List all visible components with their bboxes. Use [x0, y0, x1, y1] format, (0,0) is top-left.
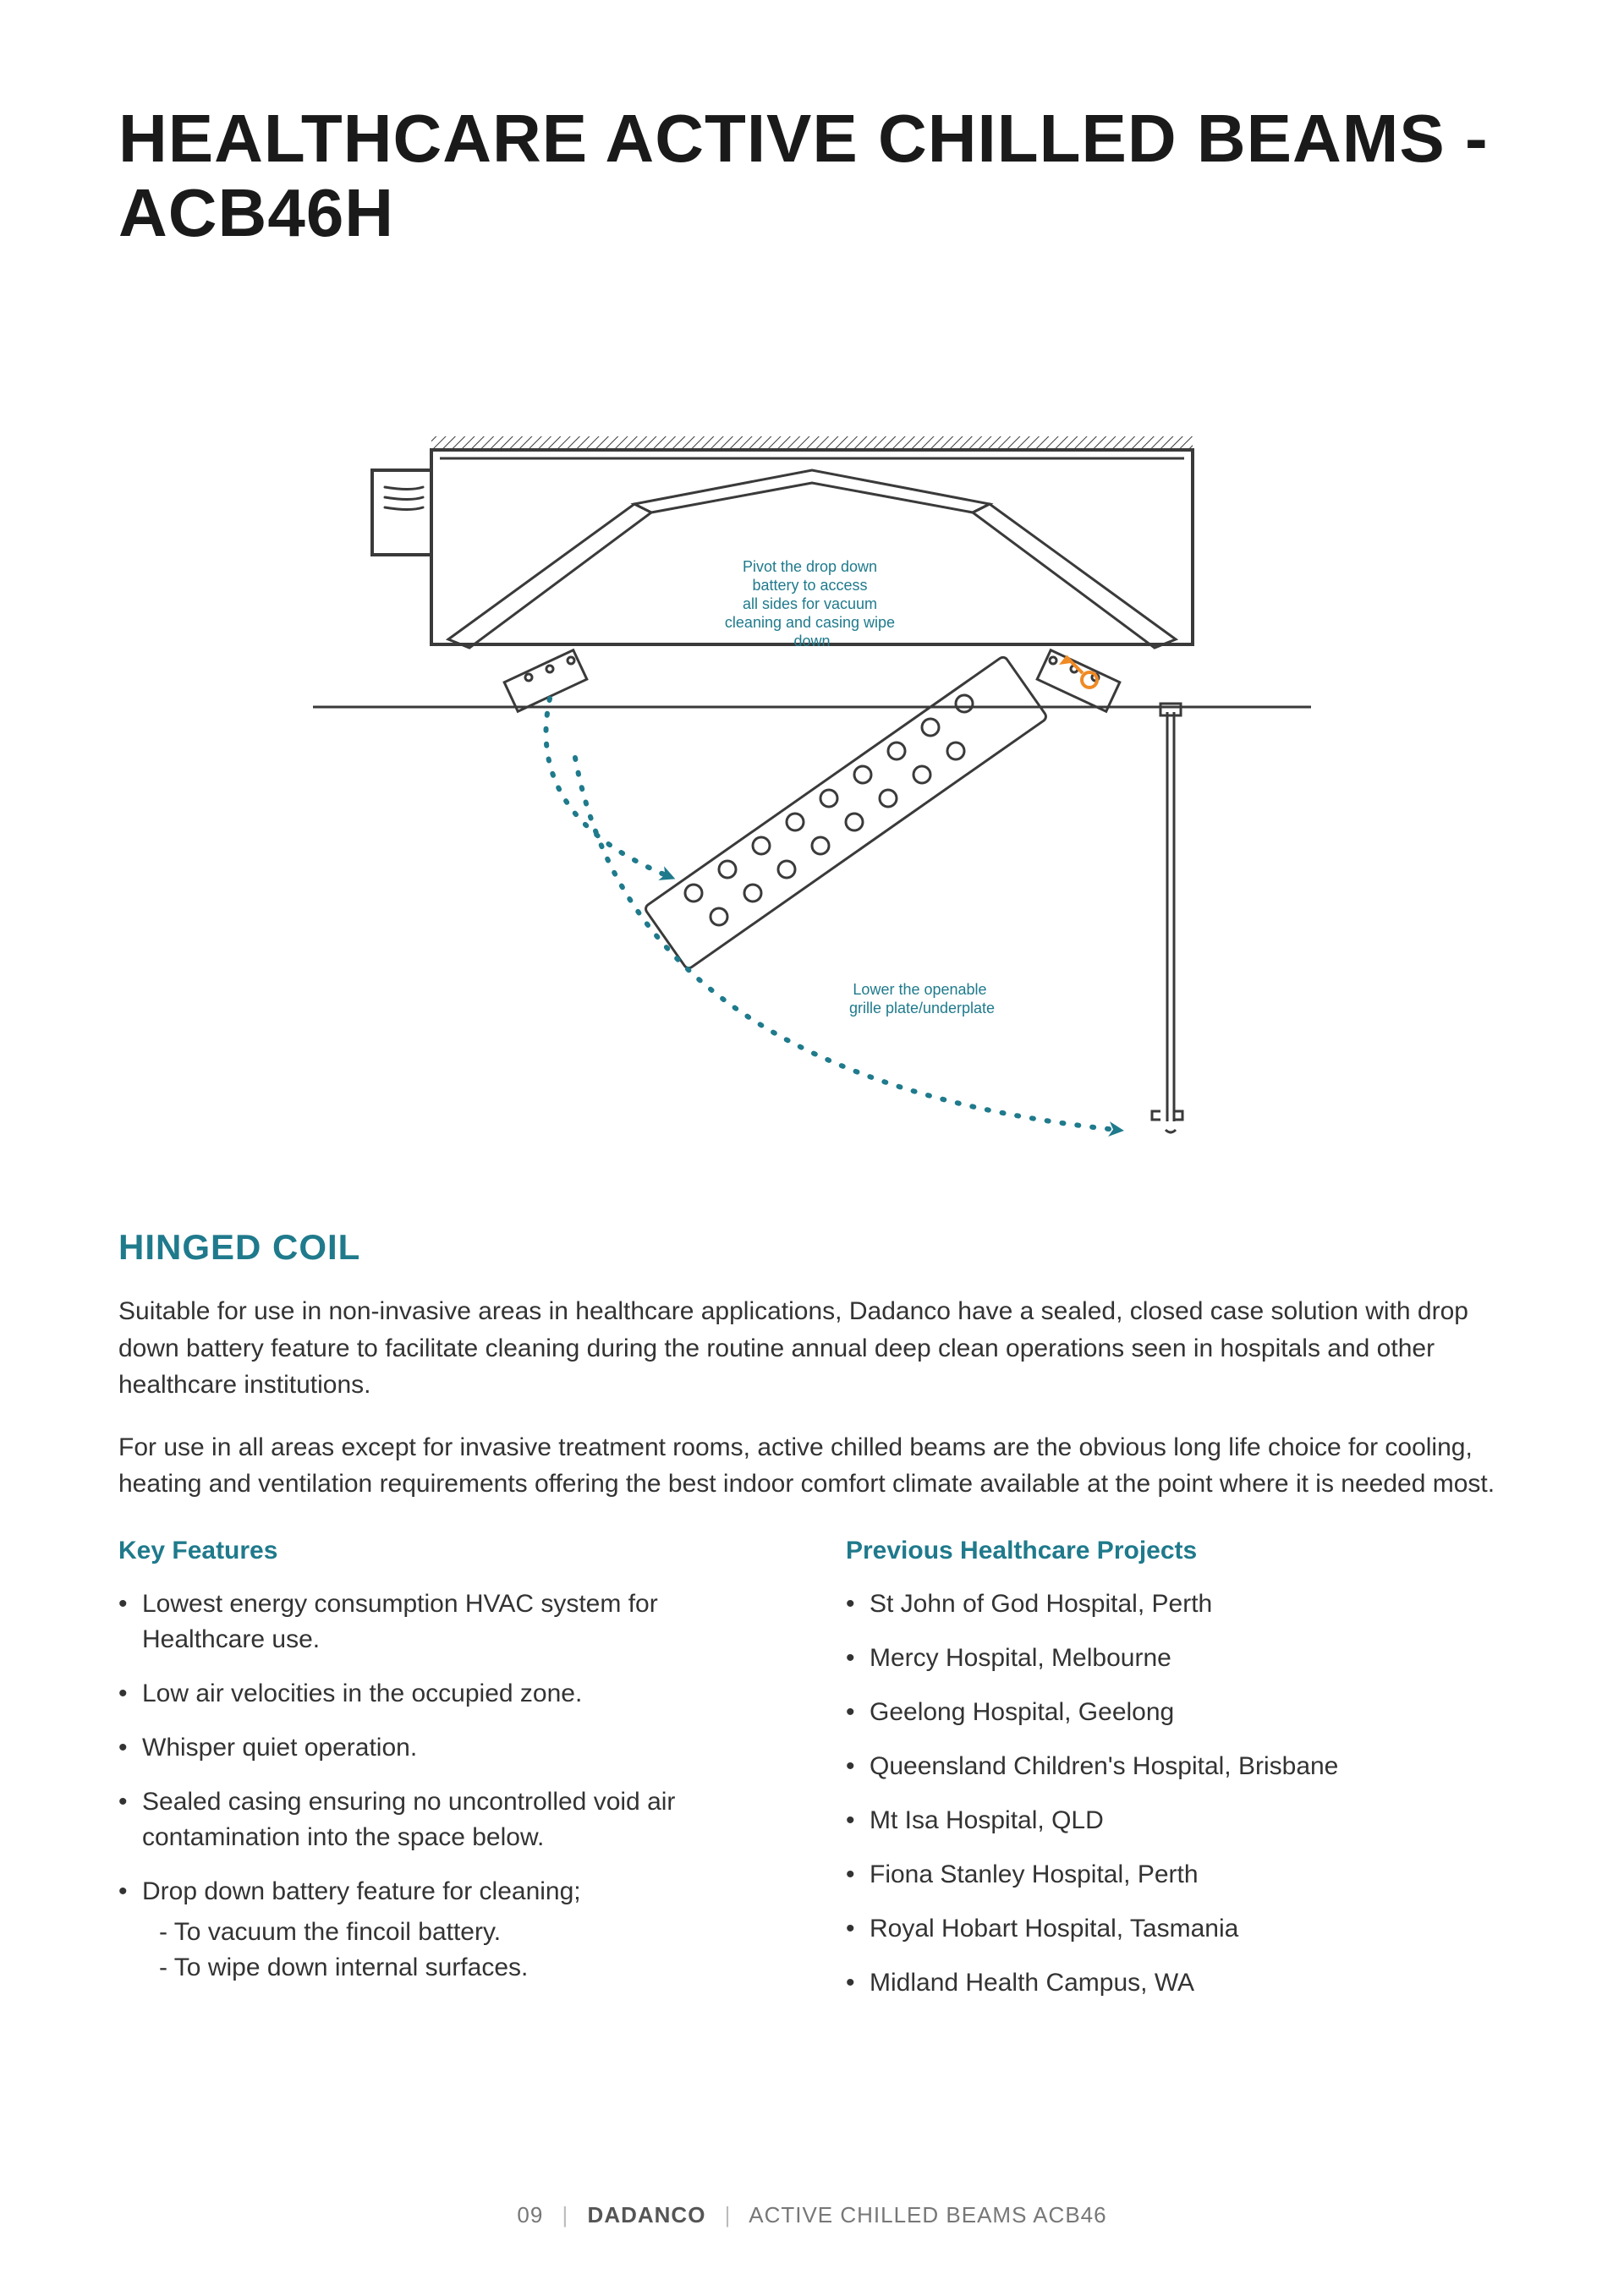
key-features-column: Key Features Lowest energy consumption H…: [118, 1537, 778, 2019]
list-item: St John of God Hospital, Perth: [846, 1586, 1506, 1622]
diagram-callout-2: Lower the openable grille plate/underpla…: [849, 981, 995, 1016]
footer-separator: |: [725, 2202, 732, 2228]
page: HEALTHCARE ACTIVE CHILLED BEAMS - ACB46H: [0, 0, 1624, 2296]
intro-paragraph-1: Suitable for use in non-invasive areas i…: [118, 1293, 1506, 1404]
intro-paragraph-2: For use in all areas except for invasive…: [118, 1429, 1506, 1503]
footer-separator: |: [562, 2202, 569, 2228]
page-title: HEALTHCARE ACTIVE CHILLED BEAMS - ACB46H: [118, 101, 1506, 250]
sub-list-item: To wipe down internal surfaces.: [159, 1950, 778, 1986]
list-item: Fiona Stanley Hospital, Perth: [846, 1857, 1506, 1893]
list-item: Mercy Hospital, Melbourne: [846, 1641, 1506, 1676]
footer-brand: DADANCO: [588, 2202, 706, 2228]
list-item: Midland Health Campus, WA: [846, 1965, 1506, 2001]
list-item: Queensland Children's Hospital, Brisbane: [846, 1749, 1506, 1784]
list-item: Geelong Hospital, Geelong: [846, 1695, 1506, 1730]
projects-list: St John of God Hospital, Perth Mercy Hos…: [846, 1586, 1506, 2001]
page-footer: 09 | DADANCO | ACTIVE CHILLED BEAMS ACB4…: [0, 2202, 1624, 2228]
projects-heading: Previous Healthcare Projects: [846, 1537, 1506, 1565]
footer-page-number: 09: [517, 2202, 543, 2228]
sub-list-item: To vacuum the fincoil battery.: [159, 1915, 778, 1950]
sub-list: To vacuum the fincoil battery. To wipe d…: [142, 1915, 778, 1986]
key-features-heading: Key Features: [118, 1537, 778, 1565]
key-features-list: Lowest energy consumption HVAC system fo…: [118, 1586, 778, 1986]
list-item: Lowest energy consumption HVAC system fo…: [118, 1586, 778, 1658]
list-item: Whisper quiet operation.: [118, 1730, 778, 1766]
list-item: Low air velocities in the occupied zone.: [118, 1676, 778, 1712]
projects-column: Previous Healthcare Projects St John of …: [846, 1537, 1506, 2019]
list-item: Drop down battery feature for cleaning; …: [118, 1874, 778, 1986]
list-item: Mt Isa Hospital, QLD: [846, 1803, 1506, 1838]
footer-doc-title: ACTIVE CHILLED BEAMS ACB46: [749, 2202, 1106, 2228]
list-item: Royal Hobart Hospital, Tasmania: [846, 1911, 1506, 1947]
two-column-lists: Key Features Lowest energy consumption H…: [118, 1537, 1506, 2019]
diagram-svg: Pivot the drop down battery to access al…: [271, 419, 1353, 1181]
list-item: Sealed casing ensuring no uncontrolled v…: [118, 1784, 778, 1855]
section-heading: HINGED COIL: [118, 1227, 1506, 1268]
hinged-coil-diagram: Pivot the drop down battery to access al…: [271, 419, 1353, 1185]
diagram-callout-1: Pivot the drop down battery to access al…: [725, 558, 899, 649]
